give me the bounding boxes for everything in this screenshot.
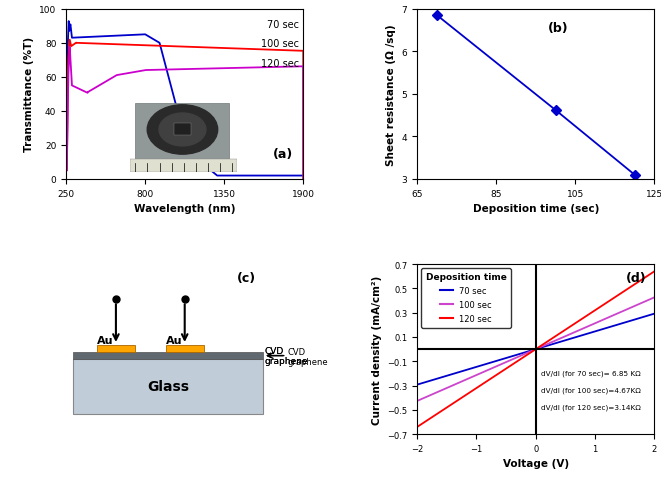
120 sec	[584, 312, 592, 318]
Bar	[166, 345, 204, 352]
70 sec	[442, 373, 449, 379]
Text: 100 sec: 100 sec	[261, 39, 299, 49]
Text: dV/dI (for 100 sec)=4.67KΩ: dV/dI (for 100 sec)=4.67KΩ	[541, 387, 641, 393]
70 sec	[650, 311, 658, 317]
120 sec	[413, 424, 421, 430]
Line: 70 sec: 70 sec	[417, 314, 654, 385]
Bar	[97, 345, 135, 352]
70 sec	[584, 331, 592, 337]
70 sec	[490, 359, 498, 365]
Legend: 70 sec, 100 sec, 120 sec: 70 sec, 100 sec, 120 sec	[421, 269, 510, 328]
Text: Glass: Glass	[147, 379, 189, 393]
100 sec	[413, 398, 421, 404]
Text: CVD
graphene: CVD graphene	[287, 347, 328, 366]
Line: 100 sec: 100 sec	[417, 298, 654, 401]
120 sec	[586, 311, 594, 317]
Text: dV/dI (for 120 sec)=3.14KΩ: dV/dI (for 120 sec)=3.14KΩ	[541, 404, 641, 410]
Text: (d): (d)	[626, 271, 646, 285]
100 sec	[507, 357, 515, 363]
Y-axis label: Sheet resistance (Ω /sq): Sheet resistance (Ω /sq)	[386, 24, 396, 165]
Bar	[73, 360, 263, 414]
Text: 120 sec: 120 sec	[261, 59, 299, 69]
Text: (a): (a)	[272, 147, 293, 161]
120 sec	[490, 373, 498, 379]
X-axis label: Deposition time (sec): Deposition time (sec)	[473, 204, 599, 214]
X-axis label: Voltage (V): Voltage (V)	[503, 459, 569, 468]
Line: 120 sec: 120 sec	[417, 272, 654, 427]
X-axis label: Wavelength (nm): Wavelength (nm)	[134, 204, 235, 214]
100 sec	[490, 365, 498, 370]
70 sec	[507, 354, 515, 360]
100 sec	[584, 324, 592, 329]
Text: (b): (b)	[548, 22, 568, 35]
Bar	[73, 352, 263, 360]
Text: dV/dI (for 70 sec)= 6.85 KΩ: dV/dI (for 70 sec)= 6.85 KΩ	[541, 370, 641, 376]
Text: Au: Au	[166, 335, 182, 345]
120 sec	[442, 406, 449, 411]
Text: (c): (c)	[237, 271, 256, 285]
100 sec	[586, 323, 594, 329]
100 sec	[442, 386, 449, 391]
120 sec	[507, 363, 515, 368]
120 sec	[650, 269, 658, 275]
Y-axis label: Transmittance (%T): Transmittance (%T)	[24, 37, 34, 152]
Text: 70 sec: 70 sec	[267, 20, 299, 30]
100 sec	[563, 333, 570, 339]
100 sec	[650, 295, 658, 301]
70 sec	[413, 382, 421, 388]
70 sec	[563, 337, 570, 343]
120 sec	[563, 326, 570, 332]
Y-axis label: Current density (mA/cm²): Current density (mA/cm²)	[371, 275, 381, 424]
Text: Au: Au	[97, 335, 114, 345]
70 sec	[586, 330, 594, 336]
Text: CVD
graphene: CVD graphene	[265, 346, 309, 366]
Text: CVD
graphene: CVD graphene	[264, 346, 307, 366]
